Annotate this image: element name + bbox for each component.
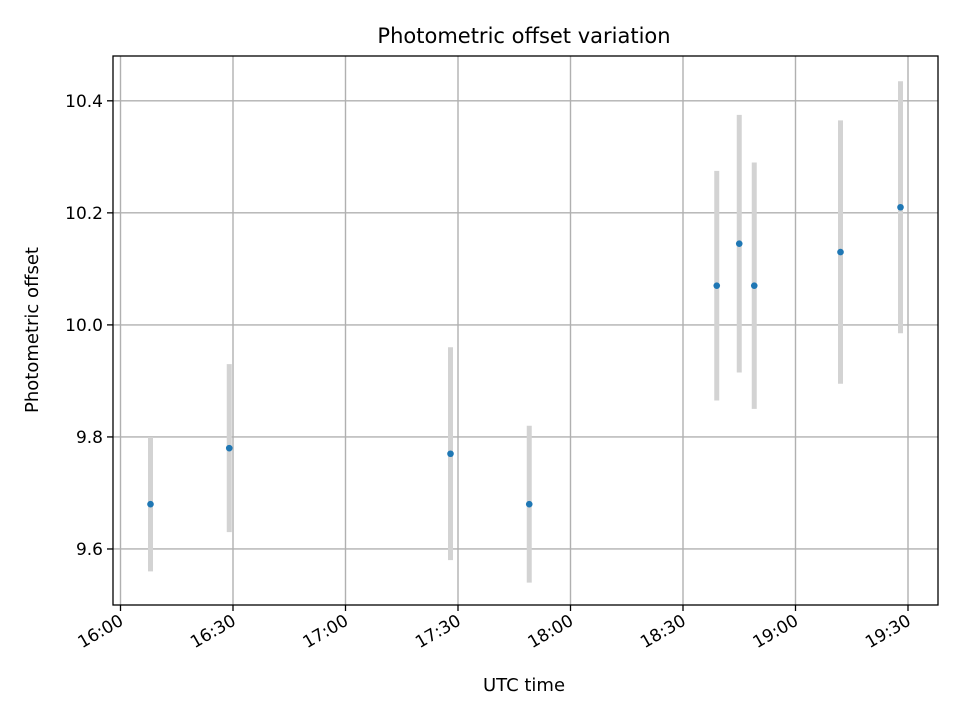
x-tick-label: 16:30 — [187, 611, 239, 653]
x-tick-label: 18:30 — [637, 611, 689, 653]
data-point — [750, 282, 758, 289]
x-tick-label: 19:00 — [750, 611, 802, 653]
chart-title: Photometric offset variation — [377, 24, 670, 48]
data-point — [837, 248, 844, 256]
plot-area: 16:00 16:30 17:00 17:30 18:00 18:30 19:00 19:30… — [65, 55, 939, 653]
data-point — [713, 282, 721, 289]
x-tick-label: 19:30 — [862, 611, 914, 653]
y-axis-title: Photometric offset — [22, 247, 43, 413]
y-tick-label: 10.0 — [65, 316, 103, 336]
x-axis-title: UTC time — [483, 675, 565, 696]
y-tick-label: 9.6 — [76, 540, 103, 560]
y-tick-label: 9.8 — [76, 428, 103, 448]
x-tick-label: 17:30 — [412, 611, 464, 653]
data-point — [735, 240, 743, 247]
data-point — [147, 500, 154, 508]
x-tick-label: 18:00 — [525, 611, 577, 653]
plot-frame — [112, 55, 939, 606]
data-point — [447, 450, 454, 458]
y-tick-label: 10.2 — [65, 204, 103, 224]
data-point — [525, 500, 533, 508]
x-tick-label: 17:00 — [300, 611, 352, 653]
data-point — [897, 203, 904, 211]
y-tick-label: 10.4 — [65, 92, 103, 112]
data-point — [225, 444, 233, 452]
x-tick-label: 16:00 — [75, 611, 127, 653]
